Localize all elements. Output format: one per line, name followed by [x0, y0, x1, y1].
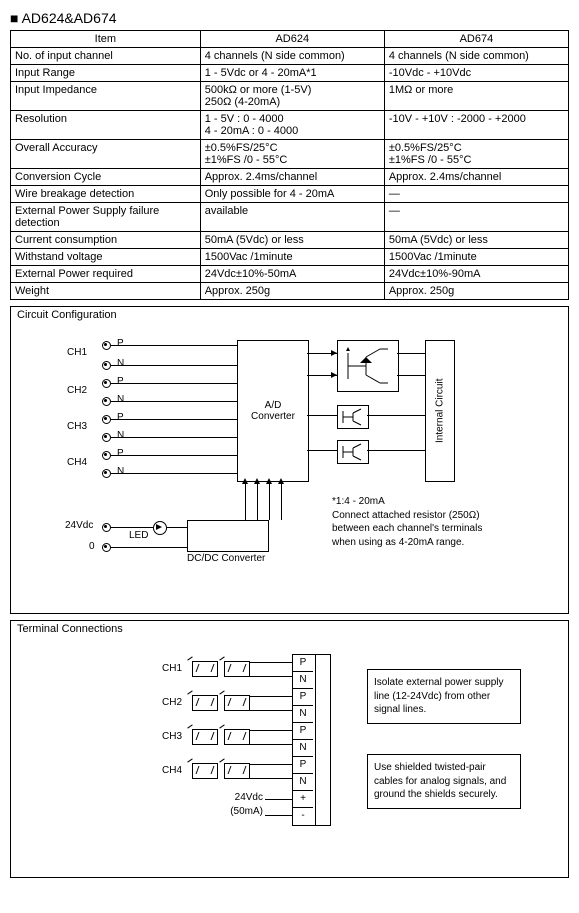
pin-label: P [117, 376, 124, 387]
term-channel-label: CH3 [162, 731, 182, 742]
term-channel-label: CH2 [162, 697, 182, 708]
col-ad674: AD674 [384, 31, 568, 48]
terminal-dot [102, 397, 111, 406]
pin-label: N [117, 430, 124, 441]
table-row: Input Range1 - 5Vdc or 4 - 20mA*1-10Vdc … [11, 65, 569, 82]
pin-cell: P [293, 655, 313, 672]
circuit-diagram: A/D Converter Internal Circuit [17, 325, 562, 605]
pin-cell: + [293, 791, 313, 808]
pin-cell: - [293, 808, 313, 824]
page-title: AD624&AD674 [10, 10, 569, 26]
sensor-icon [192, 661, 218, 677]
term-50ma: (50mA) [217, 806, 263, 817]
channel-label: CH3 [67, 421, 87, 432]
pin-cell: P [293, 757, 313, 774]
terminal-24v [102, 523, 111, 532]
sensor-icon [192, 729, 218, 745]
terminal-section: Terminal Connections PNPNPNPN+- CH1CH2CH… [10, 620, 569, 878]
opto-small-1 [337, 405, 369, 429]
terminal-dot [102, 361, 111, 370]
spec-table: Item AD624 AD674 No. of input channel4 c… [10, 30, 569, 300]
sensor-icon [192, 763, 218, 779]
table-row: Conversion CycleApprox. 2.4ms/channelApp… [11, 169, 569, 186]
table-row: Input Impedance500kΩ or more (1-5V) 250Ω… [11, 82, 569, 111]
pin-cell: P [293, 689, 313, 706]
terminal-block-outer [315, 654, 331, 826]
internal-circuit-block: Internal Circuit [425, 340, 455, 482]
terminal-dot [102, 341, 111, 350]
table-row: Resolution1 - 5V : 0 - 4000 4 - 20mA : 0… [11, 111, 569, 140]
sensor-icon [224, 695, 250, 711]
opto-block [337, 340, 399, 392]
sensor-icon [192, 695, 218, 711]
terminal-dot [102, 433, 111, 442]
pin-label: P [117, 338, 124, 349]
pin-label: N [117, 394, 124, 405]
table-row: No. of input channel4 channels (N side c… [11, 48, 569, 65]
sensor-icon [224, 763, 250, 779]
terminal-dot [102, 415, 111, 424]
transistor-icon [340, 343, 396, 389]
table-row: Current consumption50mA (5Vdc) or less50… [11, 232, 569, 249]
channel-label: CH1 [67, 347, 87, 358]
table-row: Wire breakage detectionOnly possible for… [11, 186, 569, 203]
led-icon [153, 521, 167, 535]
table-row: WeightApprox. 250gApprox. 250g [11, 283, 569, 300]
terminal-note-2: Use shielded twisted-pair cables for ana… [367, 754, 521, 809]
dcdc-block [187, 520, 269, 552]
pin-cell: P [293, 723, 313, 740]
circuit-label: Circuit Configuration [17, 309, 117, 321]
channel-label: CH4 [67, 457, 87, 468]
terminal-0 [102, 543, 111, 552]
pin-label: P [117, 448, 124, 459]
term-channel-label: CH4 [162, 765, 182, 776]
pin-cell: N [293, 740, 313, 757]
label-0: 0 [89, 541, 95, 552]
col-item: Item [11, 31, 201, 48]
table-row: External Power required24Vdc±10%-50mA24V… [11, 266, 569, 283]
table-row: Overall Accuracy±0.5%FS/25°C ±1%FS /0 - … [11, 140, 569, 169]
terminal-block-pins: PNPNPNPN+- [292, 654, 316, 826]
terminal-diagram: PNPNPNPN+- CH1CH2CH3CH4 24Vdc (50mA) Iso… [17, 639, 562, 869]
sensor-icon [224, 729, 250, 745]
channel-label: CH2 [67, 385, 87, 396]
pin-cell: N [293, 672, 313, 689]
dcdc-label: DC/DC Converter [187, 553, 265, 564]
pin-label: P [117, 412, 124, 423]
pin-label: N [117, 358, 124, 369]
table-row: External Power Supply failure detectiona… [11, 203, 569, 232]
pin-label: N [117, 466, 124, 477]
terminal-dot [102, 469, 111, 478]
col-ad624: AD624 [200, 31, 384, 48]
adc-block: A/D Converter [237, 340, 309, 482]
terminal-label: Terminal Connections [17, 623, 123, 635]
terminal-note-1: Isolate external power supply line (12-2… [367, 669, 521, 724]
circuit-section: Circuit Configuration A/D Converter [10, 306, 569, 614]
sensor-icon [224, 661, 250, 677]
terminal-dot [102, 379, 111, 388]
term-channel-label: CH1 [162, 663, 182, 674]
led-label: LED [129, 530, 148, 541]
label-24v: 24Vdc [65, 520, 93, 531]
table-row: Withstand voltage1500Vac /1minute1500Vac… [11, 249, 569, 266]
term-24v: 24Vdc [217, 792, 263, 803]
opto-small-2 [337, 440, 369, 464]
pin-cell: N [293, 706, 313, 723]
terminal-dot [102, 451, 111, 460]
pin-cell: N [293, 774, 313, 791]
circuit-note: *1:4 - 20mA Connect attached resistor (2… [332, 495, 497, 549]
